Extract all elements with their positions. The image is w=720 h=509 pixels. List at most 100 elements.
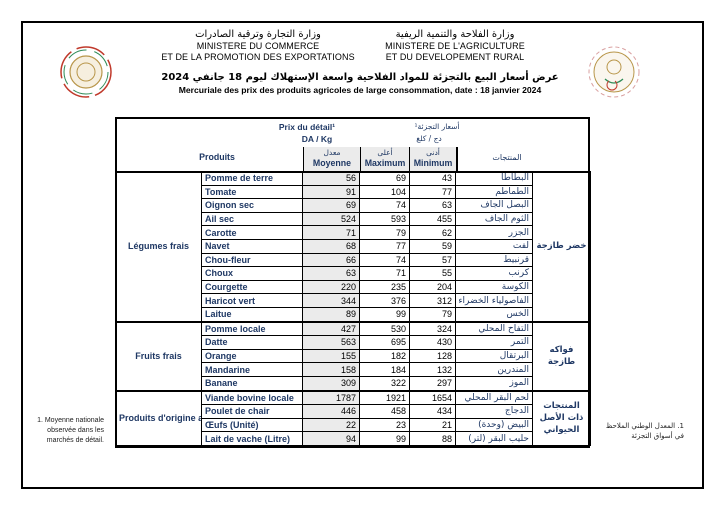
price-maximum: 235: [359, 279, 410, 295]
ministry-agriculture-header: وزارة الفلاحة والتنمية الريفية MINISTERE…: [365, 29, 545, 63]
table-row: Oignon sec 69 74 63 البصل الجاف: [116, 198, 591, 213]
product-name-fr: Tomate: [201, 184, 303, 200]
product-name-ar: الثوم الجاف: [455, 211, 533, 227]
price-maximum: 71: [359, 266, 410, 281]
price-maximum: 23: [359, 417, 410, 433]
price-maximum: 74: [359, 198, 410, 213]
product-name-ar: الجزر: [455, 225, 533, 240]
document-title-ar: عرض أسعار البيع بالتجزئة للمواد الفلاحية…: [161, 72, 559, 83]
product-name-ar: الدجاج: [455, 404, 533, 419]
column-header-moyenne: معدل Moyenne: [303, 147, 361, 171]
price-minimum: 88: [409, 431, 456, 446]
category-label-fr: Légumes frais: [115, 170, 202, 323]
price-maximum: 184: [359, 362, 410, 377]
price-moyenne: 22: [302, 417, 360, 433]
product-name-fr: Navet: [201, 238, 303, 254]
product-name-ar: التفاح المحلي: [455, 320, 533, 337]
ministry-agriculture-seal-icon: [587, 45, 641, 99]
price-moyenne: 344: [302, 293, 360, 308]
table-row: Légumes frais Pomme de terre 56 69 43 البطاطا…: [115, 170, 591, 323]
product-name-ar: البيض (وحدة): [455, 417, 533, 433]
product-name-fr: Poulet de chair: [201, 404, 303, 419]
produits-header-fr: Produits: [199, 152, 235, 162]
table-row: Fruits frais Pomme locale 427 530 324 التفاح …: [115, 320, 591, 391]
category-label-ar: المنتجات ذات الأصل الحيواني: [532, 389, 591, 446]
retail-price-label-fr: Prix du détail¹: [278, 122, 336, 132]
price-maximum: 593: [359, 211, 410, 227]
product-name-fr: Courgette: [201, 279, 303, 295]
column-header-minimum-fr: Minimum: [413, 158, 453, 168]
price-minimum: 297: [409, 375, 456, 392]
price-minimum: 79: [409, 306, 456, 323]
ministry-commerce-seal-icon: [59, 45, 113, 99]
product-name-ar: قرنبيط: [455, 252, 533, 268]
product-name-ar: كرنب: [455, 266, 533, 281]
document-title-fr: Mercuriale des prix des produits agricol…: [178, 85, 542, 95]
price-moyenne: 427: [302, 320, 360, 337]
product-name-fr: Ail sec: [201, 211, 303, 227]
price-maximum: 458: [359, 404, 410, 419]
price-maximum: 322: [359, 375, 410, 392]
price-maximum: 182: [359, 348, 410, 364]
product-name-fr: Œufs (Unité): [201, 417, 303, 433]
price-table: Légumes frais Pomme de terre 56 69 43 البطاطا…: [115, 170, 591, 446]
unit-label-fr: DA / Kg: [301, 134, 333, 144]
table-row: Laitue 89 99 79 الخس: [116, 306, 591, 323]
product-name-ar: الخس: [455, 306, 533, 323]
ministry-commerce-fr-line1: MINISTERE DU COMMERCE: [196, 41, 320, 51]
table-row: Mandarine 158 184 132 المندرين: [116, 362, 591, 377]
table-row: Tomate 91 104 77 الطماطم: [116, 184, 591, 200]
table-row: Lait de vache (Litre) 94 99 88 حليب البقر (ل…: [116, 431, 591, 446]
price-moyenne: 71: [302, 225, 360, 240]
product-name-ar: لفت: [455, 238, 533, 254]
price-moyenne: 56: [302, 171, 360, 186]
price-minimum: 132: [409, 362, 456, 377]
ministry-agriculture-fr-line2: ET DU DEVELOPEMENT RURAL: [385, 52, 525, 62]
column-header-maximum-ar: أعلى: [377, 148, 393, 157]
price-maximum: 99: [359, 431, 410, 446]
footnote-ar: 1. المعدل الوطني الملاحظ في أسواق التجزئ…: [605, 422, 684, 440]
product-name-ar: حليب البقر (لتر): [455, 431, 533, 446]
unit-label-ar: دج / كلغ: [416, 134, 442, 143]
price-maximum: 530: [359, 320, 410, 337]
price-minimum: 59: [409, 238, 456, 254]
product-name-fr: Banane: [201, 375, 303, 392]
table-row: Courgette 220 235 204 الكوسة: [116, 279, 591, 295]
price-minimum: 128: [409, 348, 456, 364]
price-moyenne: 524: [302, 211, 360, 227]
product-name-ar: البرتقال: [455, 348, 533, 364]
column-header-moyenne-ar: معدل: [323, 148, 341, 157]
price-maximum: 1921: [359, 389, 410, 406]
product-name-ar: الكوسة: [455, 279, 533, 295]
category-label-fr: Produits d'origine animale: [115, 389, 202, 446]
price-moyenne: 220: [302, 279, 360, 295]
price-moyenne: 563: [302, 335, 360, 350]
ministry-agriculture-ar: وزارة الفلاحة والتنمية الريفية: [395, 29, 515, 40]
produits-header-ar: المنتجات: [492, 153, 522, 162]
price-minimum: 1654: [409, 389, 456, 406]
price-moyenne: 91: [302, 184, 360, 200]
price-minimum: 43: [409, 171, 456, 186]
product-name-fr: Mandarine: [201, 362, 303, 377]
price-minimum: 324: [409, 320, 456, 337]
product-name-fr: Orange: [201, 348, 303, 364]
table-row: Datte 563 695 430 التمر: [116, 335, 591, 350]
column-header-minimum: أدنى Minimum: [409, 147, 458, 171]
price-maximum: 376: [359, 293, 410, 308]
column-header-maximum: أعلى Maximum: [360, 147, 410, 171]
column-header-moyenne-fr: Moyenne: [312, 158, 352, 168]
ministry-commerce-header: وزارة التجارة وترقية الصادرات MINISTERE …: [158, 29, 358, 63]
category-label-ar: خضر طازجة: [532, 170, 591, 323]
product-name-fr: Viande bovine locale: [201, 389, 303, 406]
price-moyenne: 158: [302, 362, 360, 377]
price-moyenne: 309: [302, 375, 360, 392]
price-moyenne: 155: [302, 348, 360, 364]
table-row: Navet 68 77 59 لفت: [116, 238, 591, 254]
price-minimum: 434: [409, 404, 456, 419]
category-label-fr: Fruits frais: [115, 320, 202, 391]
table-row: Œufs (Unité) 22 23 21 البيض (وحدة): [116, 417, 591, 433]
ministry-commerce-ar: وزارة التجارة وترقية الصادرات: [195, 29, 321, 40]
price-moyenne: 68: [302, 238, 360, 254]
table-row: Banane 309 322 297 الموز: [116, 375, 591, 392]
price-moyenne: 63: [302, 266, 360, 281]
